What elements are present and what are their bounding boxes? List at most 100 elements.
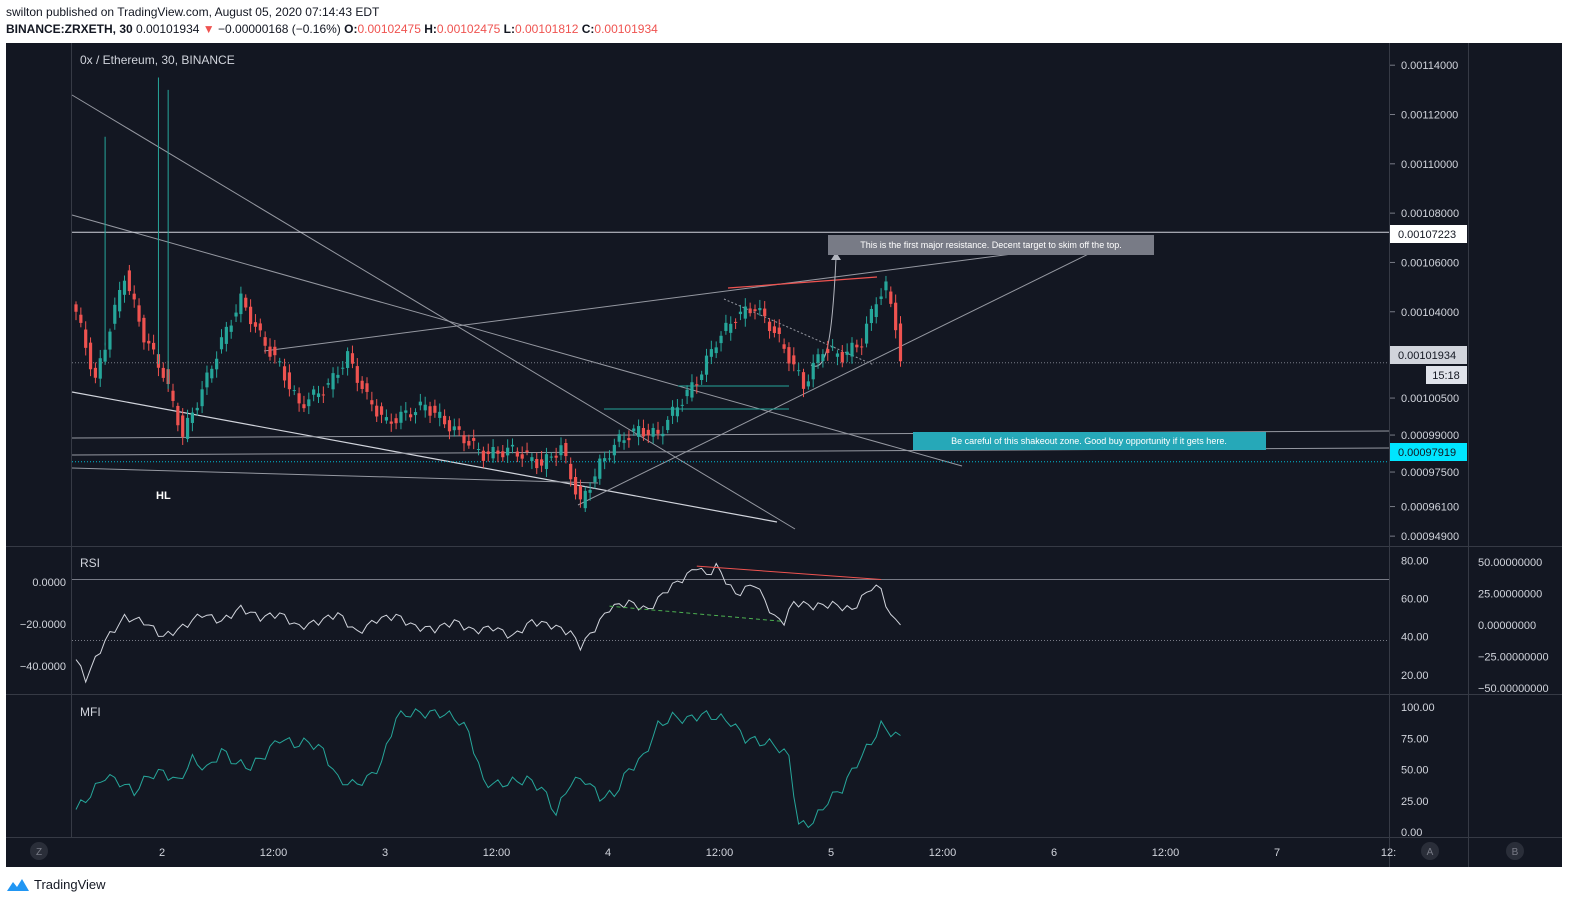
high-value: 0.00102475 <box>436 22 501 36</box>
shakeout-callout[interactable]: Be careful of this shakeout zone. Good b… <box>913 432 1266 450</box>
trendline-upper-ascending[interactable] <box>263 235 1152 352</box>
auto-scale-button[interactable]: A <box>1421 842 1439 860</box>
trendline-lower-descending[interactable] <box>71 391 778 523</box>
shakeout-callout-box[interactable] <box>913 432 1266 450</box>
price-axis[interactable]: 0.00114000 0.00112000 0.00110000 0.00108000… <box>1390 60 1459 543</box>
candle-body <box>331 373 335 390</box>
rsi-far-tick-label: −25.00000000 <box>1478 652 1549 664</box>
candle <box>530 453 534 470</box>
candle <box>641 419 646 441</box>
candle-body <box>685 389 689 397</box>
time-tick-label: 4 <box>605 847 611 859</box>
candle-body <box>268 346 272 357</box>
candle-body <box>690 382 694 398</box>
candle <box>811 354 815 388</box>
candle <box>607 450 612 463</box>
candle-body <box>210 368 214 379</box>
price-label-resistance: 0.00107223 <box>1390 225 1467 243</box>
horizontal-line-bottom[interactable] <box>71 467 599 484</box>
candle-body <box>224 326 228 344</box>
drawing-tools[interactable] <box>71 94 1390 530</box>
time-tick-label: 2 <box>159 847 165 859</box>
rsi-left-axis[interactable]: 0.0000 −20.0000 −40.0000 <box>20 577 66 673</box>
candle-body <box>656 429 660 434</box>
tradingview-footer[interactable]: TradingView <box>6 877 106 892</box>
chart-svg[interactable]: This is the first major resistance. Dece… <box>6 43 1562 867</box>
resistance-callout-box[interactable] <box>828 235 1154 255</box>
candle-body <box>443 415 447 425</box>
candle <box>375 399 379 422</box>
candle-body <box>515 451 519 457</box>
candle <box>656 421 660 440</box>
candle <box>195 402 199 416</box>
mfi-tick-label: 100.00 <box>1401 702 1435 714</box>
candle <box>525 442 529 456</box>
candle-body <box>520 454 524 459</box>
candle-body <box>447 420 452 432</box>
candle <box>617 429 621 448</box>
candle <box>185 409 190 443</box>
rsi-legend: RSI <box>80 556 100 570</box>
candle <box>510 438 515 454</box>
candle-body <box>278 361 282 363</box>
price-tick-label: 0.00114000 <box>1401 60 1458 72</box>
mfi-axis[interactable]: 100.00 75.00 50.00 25.00 0.00 <box>1401 702 1435 839</box>
candle-body <box>860 346 864 348</box>
timezone-button[interactable]: Z <box>30 842 48 860</box>
bearish-resistance-line[interactable] <box>727 276 878 289</box>
candle-body <box>181 415 185 437</box>
price-tick-label: 0.00099000 <box>1401 430 1459 442</box>
candle <box>253 314 258 333</box>
candle-body <box>569 463 573 480</box>
candle-body <box>850 342 854 357</box>
rsi-bullish-divergence[interactable] <box>609 605 785 622</box>
candle-body <box>244 297 248 308</box>
candle-body <box>675 407 679 417</box>
trendline-upper-descending[interactable] <box>71 94 796 530</box>
scale-b-button[interactable]: B <box>1506 842 1524 860</box>
rsi-far-right-axis[interactable]: 50.00000000 25.00000000 0.00000000 −25.0000… <box>1478 557 1549 695</box>
rsi-left-tick-label: −40.0000 <box>20 661 66 673</box>
candle <box>782 338 786 354</box>
rsi-bearish-divergence[interactable] <box>696 565 882 580</box>
candle <box>418 393 422 411</box>
candle-body <box>142 317 146 343</box>
candle <box>646 423 650 443</box>
candle-body <box>370 400 374 405</box>
candle <box>772 319 776 338</box>
resistance-callout[interactable]: This is the first major resistance. Dece… <box>828 235 1154 255</box>
time-tick-label: 12:00 <box>1152 847 1180 859</box>
candle-body <box>346 351 350 368</box>
trendline-lower-ascending[interactable] <box>577 238 1120 506</box>
candle <box>147 333 151 351</box>
candle <box>860 338 864 356</box>
candle-body <box>394 418 398 424</box>
dotted-trend[interactable] <box>723 298 875 366</box>
candle <box>409 407 413 422</box>
chart-area[interactable]: This is the first major resistance. Dece… <box>6 43 1562 867</box>
candle <box>132 285 136 308</box>
candle-body <box>738 311 743 315</box>
ohlc-line: BINANCE:ZRXETH, 30 0.00101934 ▼ −0.00000… <box>6 22 658 36</box>
candle-body <box>118 289 122 312</box>
candle-body <box>510 444 515 447</box>
time-axis[interactable]: 2 12:00 3 12:00 4 12:00 5 12:00 6 12:00 7 12: <box>159 847 1396 859</box>
mfi-series-line <box>75 708 901 829</box>
candle-body <box>632 428 636 432</box>
candle <box>438 403 442 427</box>
candle-body <box>215 358 219 370</box>
candle-body <box>98 358 102 379</box>
candle <box>239 286 243 323</box>
candle-body <box>874 304 878 317</box>
rsi-axis[interactable]: 80.00 60.00 40.00 20.00 <box>1401 555 1429 682</box>
candle-body <box>312 389 316 395</box>
candle-body <box>418 401 422 406</box>
candle <box>612 438 616 464</box>
candle <box>535 452 539 475</box>
time-tick-label: 6 <box>1051 847 1057 859</box>
candle <box>714 341 718 359</box>
candle-body <box>486 451 490 455</box>
time-tick-label: 12:00 <box>706 847 734 859</box>
candle-body <box>714 347 718 354</box>
trendline-mid-descending[interactable] <box>71 214 963 467</box>
